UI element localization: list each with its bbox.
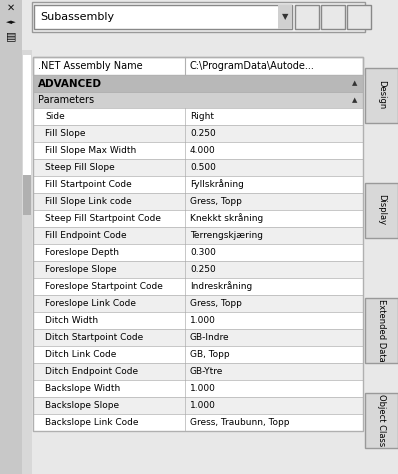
Bar — [347, 5, 371, 29]
Text: Ditch Startpoint Code: Ditch Startpoint Code — [45, 333, 143, 342]
Text: Display: Display — [377, 194, 386, 226]
Text: Steep Fill Slope: Steep Fill Slope — [45, 163, 115, 172]
Text: GB-Ytre: GB-Ytre — [190, 367, 223, 376]
Text: GB-Indre: GB-Indre — [190, 333, 230, 342]
Text: Fill Startpoint Code: Fill Startpoint Code — [45, 180, 132, 189]
Text: 0.250: 0.250 — [190, 265, 216, 274]
Text: Fill Slope Max Width: Fill Slope Max Width — [45, 146, 136, 155]
Text: Fill Slope: Fill Slope — [45, 129, 86, 138]
Text: Backslope Link Code: Backslope Link Code — [45, 418, 139, 427]
Bar — [33, 142, 363, 159]
Text: ▤: ▤ — [6, 31, 16, 41]
Text: Ditch Width: Ditch Width — [45, 316, 98, 325]
Text: 0.300: 0.300 — [190, 248, 216, 257]
Bar — [321, 5, 345, 29]
Bar — [23, 175, 31, 215]
Text: GB, Topp: GB, Topp — [190, 350, 230, 359]
Bar — [32, 2, 365, 32]
Text: ✕: ✕ — [7, 3, 15, 13]
Text: Foreslope Slope: Foreslope Slope — [45, 265, 117, 274]
Text: ▲: ▲ — [351, 81, 357, 86]
Text: Terrengskjæring: Terrengskjæring — [190, 231, 263, 240]
Text: 1.000: 1.000 — [190, 401, 216, 410]
Bar — [33, 227, 363, 244]
Text: ADVANCED: ADVANCED — [38, 79, 102, 89]
Bar — [33, 278, 363, 295]
Bar — [33, 210, 363, 227]
Bar — [33, 159, 363, 176]
Text: Fill Slope Link code: Fill Slope Link code — [45, 197, 132, 206]
Bar — [33, 125, 363, 142]
Bar — [33, 176, 363, 193]
Text: Knekkt skråning: Knekkt skråning — [190, 214, 263, 223]
Bar — [365, 67, 398, 122]
Bar — [33, 57, 363, 75]
Bar — [365, 182, 398, 237]
Text: Steep Fill Startpoint Code: Steep Fill Startpoint Code — [45, 214, 161, 223]
Text: Object Class: Object Class — [377, 394, 386, 446]
Bar — [33, 57, 363, 431]
Text: Gress, Traubunn, Topp: Gress, Traubunn, Topp — [190, 418, 289, 427]
Text: Indreskråning: Indreskråning — [190, 282, 252, 292]
Text: Backslope Width: Backslope Width — [45, 384, 120, 393]
Bar — [33, 261, 363, 278]
Text: 1.000: 1.000 — [190, 316, 216, 325]
Text: Fill Endpoint Code: Fill Endpoint Code — [45, 231, 127, 240]
Bar — [0, 0, 22, 474]
Bar — [23, 55, 31, 175]
Text: ▼: ▼ — [282, 12, 288, 21]
Bar — [33, 92, 363, 108]
Text: 4.000: 4.000 — [190, 146, 216, 155]
Text: Design: Design — [377, 81, 386, 109]
Bar — [33, 295, 363, 312]
Bar — [34, 5, 292, 29]
Bar — [33, 75, 363, 92]
Text: Side: Side — [45, 112, 65, 121]
Bar — [33, 312, 363, 329]
Bar — [33, 363, 363, 380]
Text: Foreslope Link Code: Foreslope Link Code — [45, 299, 136, 308]
Text: Extended Data: Extended Data — [377, 299, 386, 361]
Text: 0.500: 0.500 — [190, 163, 216, 172]
Text: Ditch Link Code: Ditch Link Code — [45, 350, 116, 359]
Bar — [33, 108, 363, 125]
Bar — [365, 298, 398, 363]
Text: Ditch Endpoint Code: Ditch Endpoint Code — [45, 367, 138, 376]
Bar — [33, 346, 363, 363]
Bar — [33, 329, 363, 346]
Text: Foreslope Startpoint Code: Foreslope Startpoint Code — [45, 282, 163, 291]
Bar — [33, 380, 363, 397]
Text: C:\ProgramData\Autode...: C:\ProgramData\Autode... — [190, 61, 315, 71]
Bar — [33, 244, 363, 261]
Text: Subassembly: Subassembly — [40, 12, 114, 22]
Text: Foreslope Depth: Foreslope Depth — [45, 248, 119, 257]
Text: ▲: ▲ — [351, 97, 357, 103]
Text: ◄►: ◄► — [6, 19, 16, 25]
Bar — [295, 5, 319, 29]
Text: 0.250: 0.250 — [190, 129, 216, 138]
Bar — [33, 397, 363, 414]
Bar — [278, 5, 292, 29]
Bar — [33, 193, 363, 210]
Bar — [22, 50, 32, 474]
Text: 1.000: 1.000 — [190, 384, 216, 393]
Text: Gress, Topp: Gress, Topp — [190, 197, 242, 206]
Text: Fyllskråning: Fyllskråning — [190, 180, 244, 190]
Text: .NET Assembly Name: .NET Assembly Name — [38, 61, 142, 71]
Bar — [33, 414, 363, 431]
Text: Backslope Slope: Backslope Slope — [45, 401, 119, 410]
Text: Right: Right — [190, 112, 214, 121]
Text: Parameters: Parameters — [38, 95, 94, 105]
Bar — [365, 392, 398, 447]
Text: Gress, Topp: Gress, Topp — [190, 299, 242, 308]
